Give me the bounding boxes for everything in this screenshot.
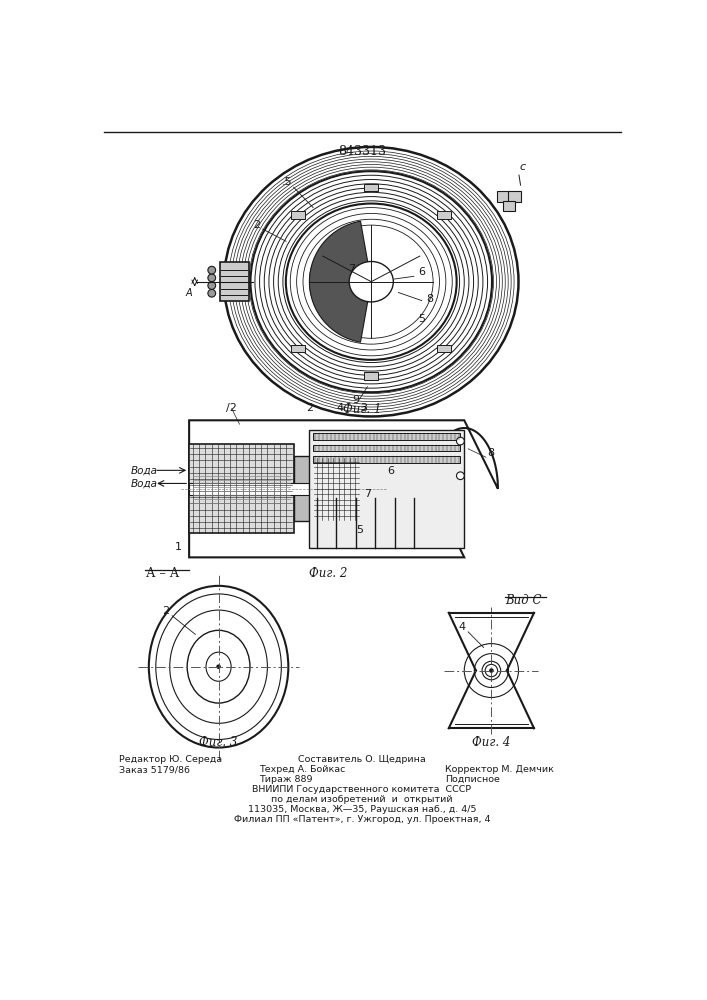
Text: 5: 5 — [356, 525, 363, 535]
Circle shape — [489, 668, 493, 673]
Text: Составитель О. Щедрина: Составитель О. Щедрина — [298, 755, 426, 764]
Ellipse shape — [349, 261, 393, 302]
Text: 113035, Москва, Ж—35, Раушская наб., д. 4/5: 113035, Москва, Ж—35, Раушская наб., д. … — [247, 805, 477, 814]
Polygon shape — [189, 420, 498, 557]
Text: 7: 7 — [349, 264, 356, 274]
FancyBboxPatch shape — [313, 433, 460, 440]
FancyBboxPatch shape — [364, 372, 378, 380]
Text: Подписное: Подписное — [445, 775, 500, 784]
Text: 8: 8 — [426, 294, 433, 304]
Text: /2: /2 — [226, 403, 237, 413]
FancyBboxPatch shape — [497, 191, 510, 202]
FancyBboxPatch shape — [291, 345, 305, 352]
Text: 2: 2 — [253, 220, 260, 230]
Text: 9: 9 — [352, 395, 359, 405]
FancyBboxPatch shape — [437, 211, 451, 219]
Circle shape — [208, 274, 216, 282]
FancyBboxPatch shape — [437, 345, 451, 352]
Text: 5: 5 — [418, 314, 425, 324]
Text: Филиал ПП «Патент», г. Ужгород, ул. Проектная, 4: Филиал ПП «Патент», г. Ужгород, ул. Прое… — [234, 815, 490, 824]
FancyBboxPatch shape — [309, 430, 464, 548]
Text: 8: 8 — [488, 448, 495, 458]
Text: Фиг. 3: Фиг. 3 — [199, 736, 238, 749]
Ellipse shape — [206, 652, 231, 681]
Text: Корректор М. Демчик: Корректор М. Демчик — [445, 765, 554, 774]
Text: 6: 6 — [387, 466, 394, 476]
FancyBboxPatch shape — [291, 211, 305, 219]
Text: ВНИИПИ Государственного комитета  СССР: ВНИИПИ Государственного комитета СССР — [252, 785, 472, 794]
FancyBboxPatch shape — [313, 445, 460, 451]
Text: Заказ 5179/86: Заказ 5179/86 — [119, 765, 190, 774]
Text: .5: .5 — [282, 177, 293, 187]
Circle shape — [208, 266, 216, 274]
Circle shape — [208, 282, 216, 289]
Circle shape — [208, 289, 216, 297]
FancyBboxPatch shape — [313, 456, 460, 463]
Text: Техред А. Бойкас: Техред А. Бойкас — [259, 765, 345, 774]
Text: по делам изобретений  и  открытий: по делам изобретений и открытий — [271, 795, 452, 804]
Text: Тираж 889: Тираж 889 — [259, 775, 312, 784]
FancyBboxPatch shape — [364, 184, 378, 191]
FancyBboxPatch shape — [189, 483, 429, 495]
Text: Фиг. 2: Фиг. 2 — [310, 567, 348, 580]
Text: 3: 3 — [360, 403, 367, 413]
Circle shape — [457, 437, 464, 445]
Text: Вода: Вода — [131, 478, 158, 488]
Text: 6: 6 — [418, 267, 425, 277]
Text: Фиг. 4: Фиг. 4 — [472, 736, 510, 749]
FancyBboxPatch shape — [503, 201, 515, 211]
Text: 4: 4 — [458, 622, 465, 632]
Text: 843313: 843313 — [338, 145, 386, 158]
Circle shape — [457, 472, 464, 480]
Text: 2: 2 — [305, 403, 312, 413]
FancyBboxPatch shape — [313, 458, 360, 520]
FancyBboxPatch shape — [508, 191, 520, 202]
Circle shape — [485, 664, 498, 677]
Text: 1: 1 — [175, 542, 182, 552]
Text: 2: 2 — [163, 606, 170, 616]
Text: Редактор Ю. Середа: Редактор Ю. Середа — [119, 755, 223, 764]
FancyBboxPatch shape — [293, 456, 325, 521]
Text: Вода: Вода — [131, 465, 158, 475]
Text: Вид С: Вид С — [506, 594, 542, 607]
FancyBboxPatch shape — [219, 262, 249, 301]
Text: c: c — [520, 162, 526, 172]
Wedge shape — [310, 221, 371, 342]
Text: Фиг. 1: Фиг. 1 — [343, 403, 381, 416]
Text: А – А: А – А — [146, 567, 180, 580]
Text: 7: 7 — [364, 489, 371, 499]
Text: A: A — [185, 288, 192, 298]
Text: 4: 4 — [337, 403, 344, 413]
FancyBboxPatch shape — [189, 444, 293, 533]
Circle shape — [216, 664, 221, 669]
